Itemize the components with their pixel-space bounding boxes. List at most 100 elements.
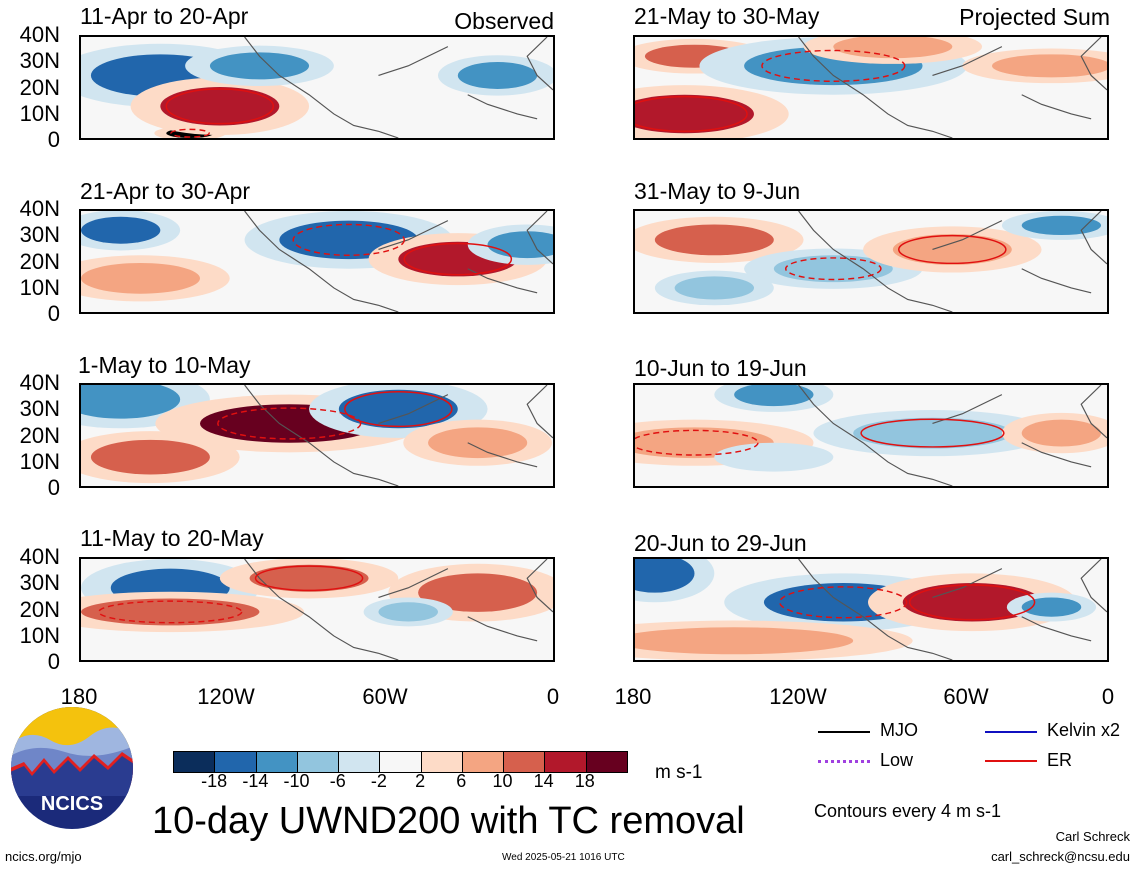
legend-kelvin-label: Kelvin x2 xyxy=(1047,720,1121,740)
lat-tick: 20N xyxy=(19,422,60,448)
anomaly-core xyxy=(90,439,210,475)
anomaly-core xyxy=(81,262,200,294)
colorbar-unit: m s-1 xyxy=(655,762,703,783)
ncics-logo: NCICS xyxy=(10,706,134,830)
colorbar-swatch xyxy=(544,752,586,772)
lon-tick-left-1: 120W xyxy=(197,684,255,709)
colorbar-label: -6 xyxy=(329,771,346,791)
legend-line-er xyxy=(985,760,1037,762)
anomaly-core xyxy=(635,94,754,134)
er-contour xyxy=(344,391,453,428)
er-contour xyxy=(860,418,1005,448)
legend-low-label: Low xyxy=(880,750,914,770)
colorbar-swatch xyxy=(585,752,627,772)
er-contour-dashed xyxy=(217,407,362,440)
lat-tick: 30N xyxy=(19,570,60,596)
panel-title-left-2: 21-Apr to 30-Apr xyxy=(80,178,251,204)
lon-tick-right-1: 120W xyxy=(769,684,827,709)
er-contour-dashed xyxy=(170,128,210,138)
map-panel-right-3 xyxy=(633,383,1109,488)
er-contour xyxy=(898,234,1007,265)
lat-tick: 0 xyxy=(47,301,60,326)
anomaly-core xyxy=(892,234,1012,265)
er-contour-dashed xyxy=(635,429,759,456)
anomaly-core xyxy=(902,583,1042,622)
anomaly-core xyxy=(249,564,369,592)
coastline xyxy=(244,559,553,660)
map-field xyxy=(81,37,553,138)
lat-tick: 40N xyxy=(19,370,60,395)
colorbar-label: -2 xyxy=(370,771,387,791)
logo-text: NCICS xyxy=(41,793,103,815)
er-contour xyxy=(403,242,513,276)
anomaly-core xyxy=(674,276,754,300)
anomaly-core xyxy=(81,598,260,626)
lat-tick: 0 xyxy=(47,649,60,674)
colorbar-swatch xyxy=(503,752,545,772)
legend-er-label: ER xyxy=(1047,750,1073,770)
anomaly-core xyxy=(209,52,310,80)
colorbar xyxy=(173,751,628,773)
lat-tick: 30N xyxy=(19,396,60,422)
anomaly-core xyxy=(853,417,1012,449)
coastline xyxy=(798,211,1107,312)
er-contour-dashed xyxy=(779,586,908,619)
colorbar-swatch xyxy=(296,752,339,772)
coastline xyxy=(798,559,1107,660)
lat-tick: 0 xyxy=(47,475,60,500)
anomaly-core xyxy=(81,385,181,419)
lat-tick: 10N xyxy=(19,448,60,474)
colorbar-label: 14 xyxy=(533,771,554,791)
footer-url: ncics.org/mjo xyxy=(5,849,82,864)
anomaly-core xyxy=(428,427,528,459)
panel-title-left-3: 1-May to 10-May xyxy=(78,352,251,378)
main-title: 10-day UWND200 with TC removal xyxy=(152,800,745,842)
anomaly-core xyxy=(833,37,953,59)
map-field xyxy=(635,559,1107,660)
anomaly-core xyxy=(734,385,814,407)
map-field xyxy=(635,211,1107,312)
er-contour-dashed xyxy=(761,49,906,82)
map-panel-left-1 xyxy=(79,35,555,140)
colorbar-label: -10 xyxy=(283,771,310,791)
map-panel-left-4 xyxy=(79,557,555,662)
anomaly-core xyxy=(378,602,438,622)
anomaly-core xyxy=(1021,419,1102,447)
coastline xyxy=(798,37,1107,138)
map-field xyxy=(81,559,553,660)
lon-tick-left-3: 0 xyxy=(546,684,560,709)
er-contour-dashed xyxy=(784,257,882,281)
er-contour xyxy=(908,584,1036,621)
er-contour-dashed xyxy=(98,600,243,624)
contours-note: Contours every 4 m s-1 xyxy=(814,801,1002,821)
colorbar-swatch xyxy=(461,752,504,772)
er-contour xyxy=(635,95,748,132)
lat-tick: 20N xyxy=(19,248,60,274)
coastline xyxy=(798,385,1107,486)
lat-tick: 30N xyxy=(19,222,60,248)
projected-sum-label: Projected Sum xyxy=(959,4,1110,30)
colorbar-label: -14 xyxy=(242,771,269,791)
observed-label: Observed xyxy=(454,8,554,34)
coastline xyxy=(244,211,553,312)
panel-title-right-2: 31-May to 9-Jun xyxy=(634,178,801,204)
map-field xyxy=(635,385,1107,486)
coastline xyxy=(244,385,553,486)
legend-line-low xyxy=(818,760,870,763)
lat-tick: 20N xyxy=(19,74,60,100)
lat-tick: 30N xyxy=(19,48,60,74)
anomaly-core xyxy=(418,573,538,612)
colorbar-swatch xyxy=(420,752,462,772)
anomaly-core xyxy=(1021,215,1102,236)
lon-tick-right-0: 180 xyxy=(614,684,652,709)
map-panel-right-1 xyxy=(633,35,1109,140)
footer-timestamp: Wed 2025-05-21 1016 UTC xyxy=(502,852,625,863)
anomaly-core xyxy=(635,627,854,655)
legend-mjo-label: MJO xyxy=(880,720,918,740)
lat-tick: 10N xyxy=(19,622,60,648)
lat-tick: 40N xyxy=(19,22,60,47)
colorbar-swatch xyxy=(214,752,256,772)
anomaly-core xyxy=(160,87,280,126)
anomaly-core xyxy=(734,447,814,467)
map-panel-right-2 xyxy=(633,209,1109,314)
